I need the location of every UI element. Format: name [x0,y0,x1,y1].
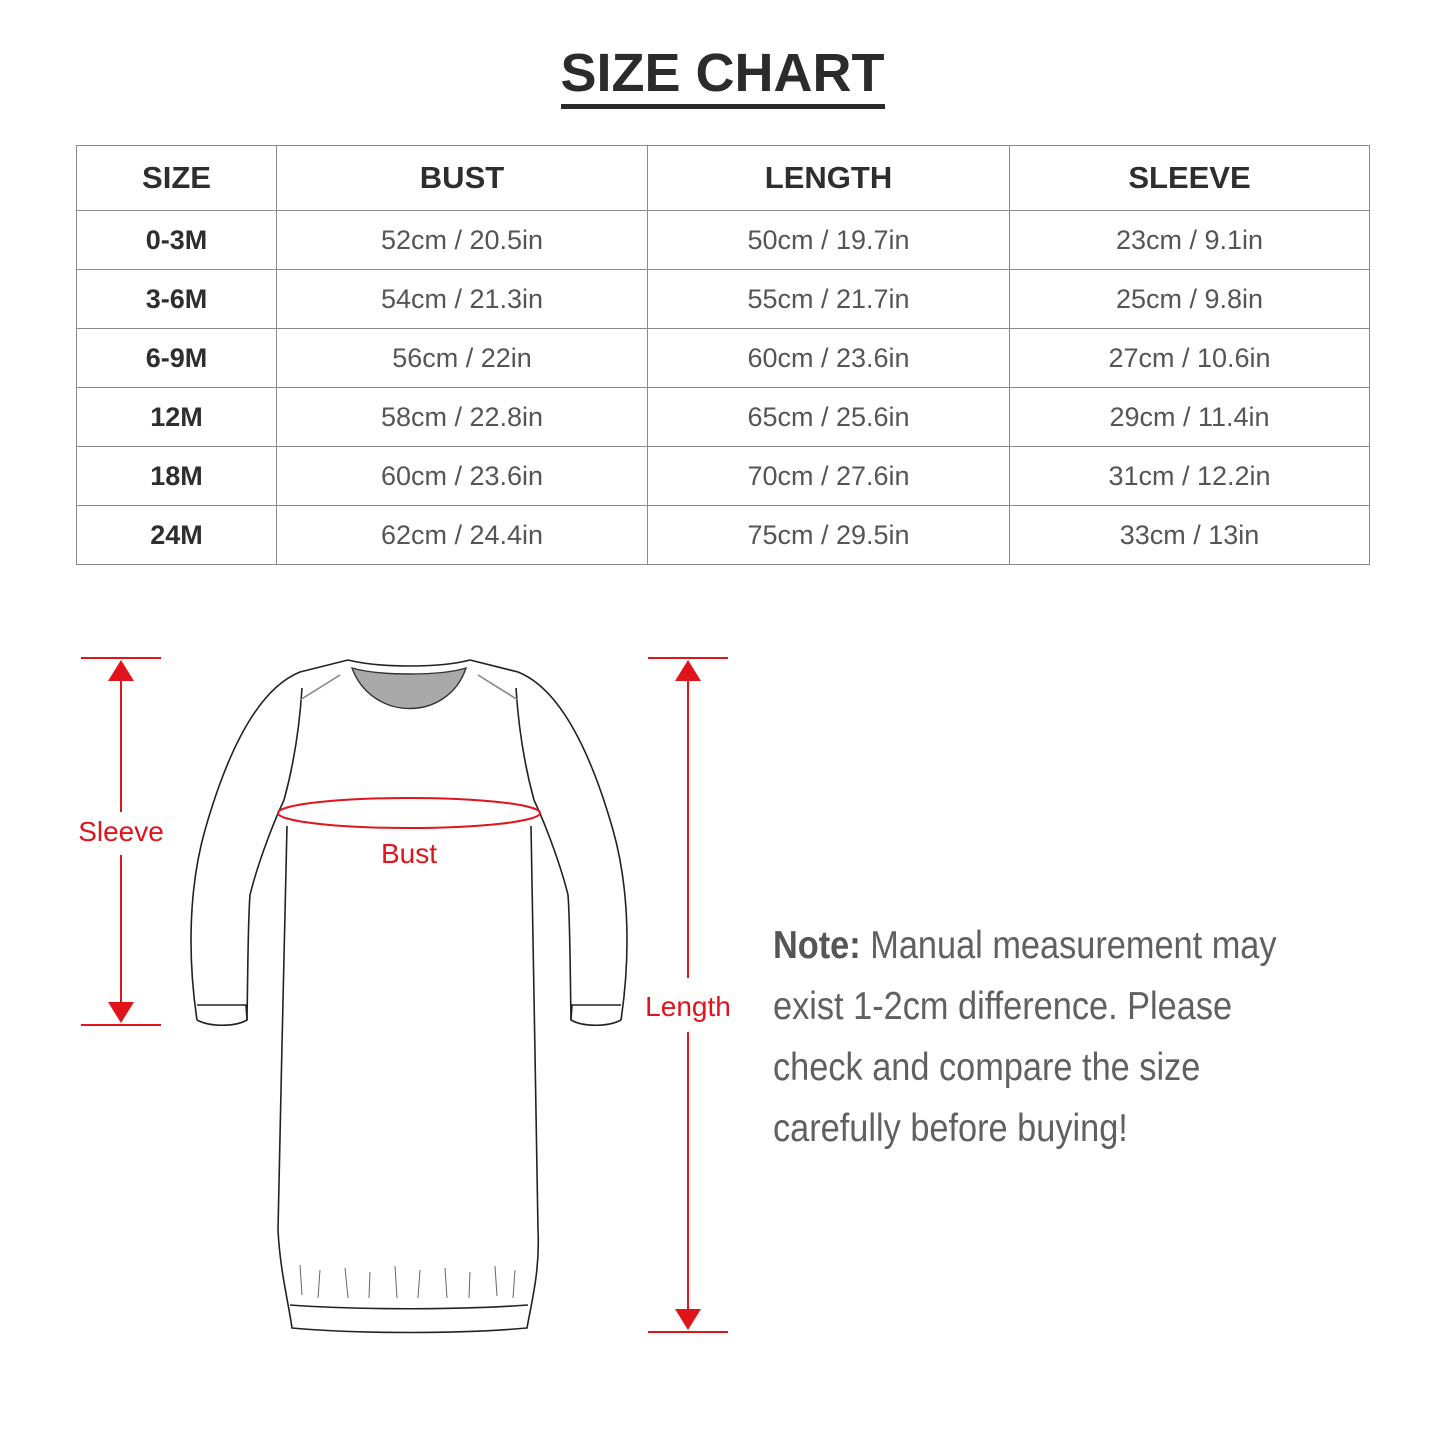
cell-bust: 62cm / 24.4in [276,505,648,565]
cell-length: 50cm / 19.7in [647,210,1010,270]
note-line-3: check and compare the size [773,1046,1201,1089]
bust-label: Bust [381,838,437,869]
cell-length: 70cm / 27.6in [647,446,1010,506]
gown-outline [190,659,628,1334]
length-arrow-up-icon [675,660,701,681]
cell-length: 75cm / 29.5in [647,505,1010,565]
page-title: SIZE CHART [560,44,885,109]
cell-size: 24M [76,505,277,565]
cell-bust: 60cm / 23.6in [276,446,648,506]
cell-sleeve: 25cm / 9.8in [1009,269,1370,329]
cell-size: 18M [76,446,277,506]
sleeve-arrow-up-icon [108,660,134,681]
title: SIZE CHART [0,44,1445,109]
cell-length: 60cm / 23.6in [647,328,1010,388]
cell-size: 12M [76,387,277,447]
cell-length: 55cm / 21.7in [647,269,1010,329]
hem-gathers [299,1264,516,1299]
table-row: 0-3M 52cm / 20.5in 50cm / 19.7in 23cm / 9.1… [76,210,1370,270]
measurement-marks [81,657,728,1333]
header-length: LENGTH [647,145,1010,211]
cell-sleeve: 23cm / 9.1in [1009,210,1370,270]
length-arrow-down-icon [675,1309,701,1330]
cell-bust: 56cm / 22in [276,328,648,388]
sleeve-label: Sleeve [78,816,164,847]
bust-measure-ellipse [277,797,541,829]
size-table: SIZE BUST LENGTH SLEEVE 0-3M 52cm / 20.5i… [76,145,1370,565]
cell-size: 3-6M [76,269,277,329]
length-label: Length [645,991,731,1022]
neckline-inner [350,666,468,710]
note-line-1: Note: Manual measurement may [773,915,1301,976]
note-text: Manual measurement may [870,924,1277,967]
cell-bust: 58cm / 22.8in [276,387,648,447]
cell-sleeve: 31cm / 12.2in [1009,446,1370,506]
note-line-2: exist 1-2cm difference. Please [773,985,1233,1028]
cell-size: 6-9M [76,328,277,388]
table-row: 6-9M 56cm / 22in 60cm / 23.6in 27cm / 10.6i… [76,328,1370,388]
table-header-row: SIZE BUST LENGTH SLEEVE [76,145,1370,211]
cell-sleeve: 33cm / 13in [1009,505,1370,565]
table-row: 18M 60cm / 23.6in 70cm / 27.6in 31cm / 12.2… [76,446,1370,506]
note-label: Note: [773,924,861,967]
table-row: 3-6M 54cm / 21.3in 55cm / 21.7in 25cm / 9.8… [76,269,1370,329]
cell-sleeve: 27cm / 10.6in [1009,328,1370,388]
cell-length: 65cm / 25.6in [647,387,1010,447]
sleeve-arrow-down-icon [108,1002,134,1023]
header-size: SIZE [76,145,277,211]
note: Note: Manual measurement may exist 1-2cm… [773,915,1373,1159]
table-row: 24M 62cm / 24.4in 75cm / 29.5in 33cm / 13in [76,505,1370,565]
note-line-4: carefully before buying! [773,1107,1128,1150]
